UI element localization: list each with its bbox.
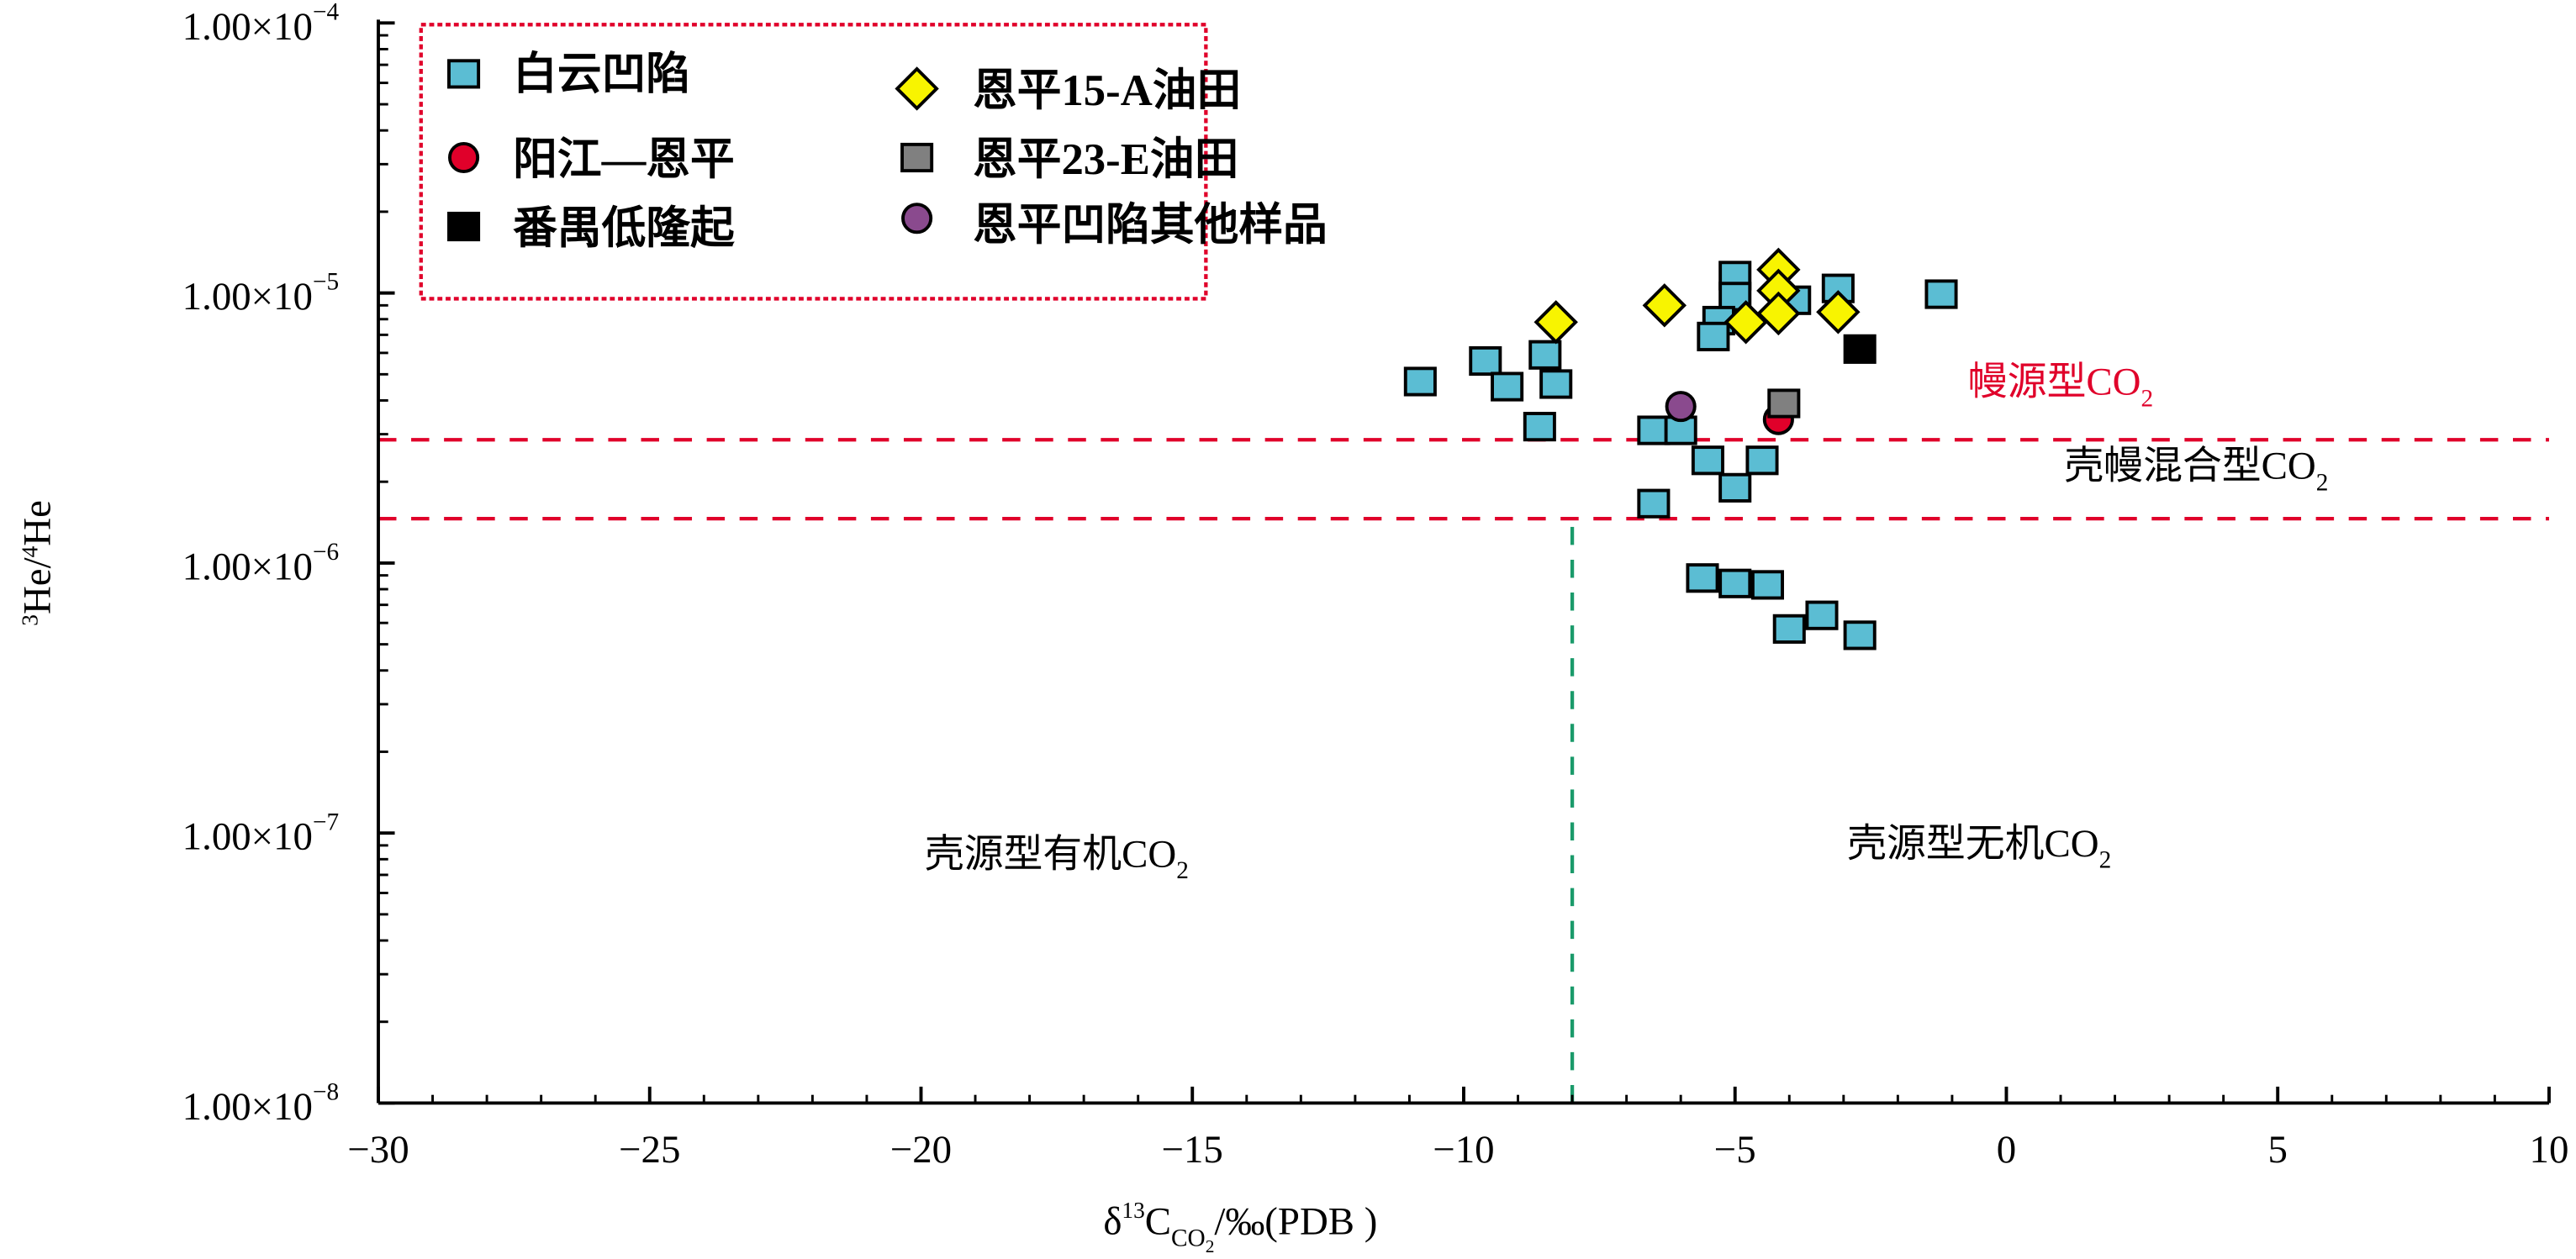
data-point-square	[1686, 563, 1719, 593]
data-point-square	[1403, 366, 1437, 397]
y-tick-exponent: −6	[313, 539, 339, 566]
data-point-square	[1772, 614, 1806, 644]
region-label-subscript: 2	[1176, 857, 1189, 884]
legend-label: 恩平23-E油田	[973, 135, 1238, 184]
region-label-text: 壳源型有机CO	[925, 832, 1176, 876]
region-label-text: 壳幔混合型CO	[2064, 445, 2315, 488]
data-point-square	[1924, 279, 1958, 309]
y-tick-exponent: −7	[313, 809, 339, 835]
legend-marker-diamond	[895, 66, 939, 111]
legend-marker-circle	[448, 141, 480, 174]
data-point-square	[1843, 620, 1877, 651]
region-label-text: 幔源型CO	[1968, 361, 2141, 404]
data-point-square	[1767, 388, 1801, 419]
data-point-square	[1805, 600, 1839, 630]
region-label-text: 壳源型无机CO	[1847, 822, 2098, 866]
x-tick-label: 10	[2530, 1128, 2569, 1172]
data-point-diamond	[1533, 300, 1578, 345]
region-label-subscript: 2	[2316, 469, 2329, 496]
data-point-square	[1750, 570, 1784, 600]
data-point-square	[1697, 321, 1730, 351]
data-point-diamond	[1816, 290, 1861, 335]
x-tick-label: −5	[1714, 1128, 1756, 1172]
x-tick-label: −15	[1162, 1128, 1223, 1172]
y-tick-mantissa: 1.00×10	[182, 5, 313, 49]
y-tick-label: 1.00×10−4	[182, 0, 340, 49]
y-axis-label: 3He/4He	[15, 500, 59, 626]
legend-label: 番禺低隆起	[513, 204, 735, 253]
region-label: 幔源型CO2	[1968, 361, 2153, 413]
data-point-square	[1528, 340, 1562, 370]
legend-marker-square	[447, 59, 481, 89]
y-tick-label: 1.00×10−5	[182, 269, 339, 319]
data-point-diamond	[1642, 283, 1687, 328]
y-tick-label: 1.00×10−8	[182, 1079, 339, 1129]
x-tick-label: −20	[890, 1128, 952, 1172]
x-tick-label: −25	[619, 1128, 680, 1172]
legend-label: 恩平15-A油田	[973, 66, 1241, 115]
axes: −30 −25 −20 −15 −10 −5 0 5 101.00×10−41.00×10−51…	[182, 0, 2569, 1172]
legend-marker-circle	[901, 203, 933, 234]
legend-marker-square	[900, 142, 934, 173]
x-tick-label: 5	[2267, 1128, 2287, 1172]
data-point-square	[1745, 445, 1779, 476]
y-tick-mantissa: 1.00×10	[182, 1085, 313, 1129]
y-tick-mantissa: 1.00×10	[182, 275, 313, 319]
region-label: 壳源型有机CO2	[925, 832, 1189, 884]
y-tick-exponent: −8	[313, 1079, 339, 1106]
legend-label: 恩平凹陷其他样品	[973, 201, 1328, 250]
data-point-square	[1843, 334, 1877, 364]
data-point-diamond	[1756, 291, 1801, 336]
legend-label: 阳江—恩平	[513, 135, 735, 184]
y-tick-exponent: −4	[313, 0, 340, 25]
data-point-square	[1718, 568, 1752, 598]
data-point-square	[1523, 412, 1556, 442]
x-tick-label: −10	[1433, 1128, 1494, 1172]
data-point-square	[1539, 369, 1573, 399]
region-label: 壳幔混合型CO2	[2064, 445, 2328, 497]
x-axis-label: δ13CCO2/‰(PDB )	[1103, 1198, 1377, 1256]
y-tick-exponent: −5	[313, 269, 339, 296]
legend-marker-square	[447, 211, 481, 242]
region-label-subscript: 2	[2141, 385, 2154, 412]
region-label: 壳源型无机CO2	[1847, 822, 2111, 874]
data-point-square	[1491, 371, 1524, 402]
data-point-square	[1691, 445, 1724, 476]
data-point-square	[1637, 488, 1671, 519]
y-tick-label: 1.00×10−6	[182, 539, 339, 588]
legend-label: 白云凹陷	[513, 50, 690, 98]
data-point-square	[1718, 472, 1752, 503]
data-point-square	[1469, 345, 1502, 377]
data-point-circle	[1665, 391, 1697, 423]
x-tick-label: −30	[347, 1128, 409, 1172]
region-label-subscript: 2	[2099, 847, 2112, 874]
data-point-square	[1637, 415, 1671, 445]
y-tick-mantissa: 1.00×10	[182, 545, 313, 588]
y-tick-label: 1.00×10−7	[182, 809, 339, 858]
y-tick-mantissa: 1.00×10	[182, 815, 313, 859]
x-tick-label: 0	[1997, 1128, 2016, 1172]
legend-border	[419, 23, 1208, 301]
